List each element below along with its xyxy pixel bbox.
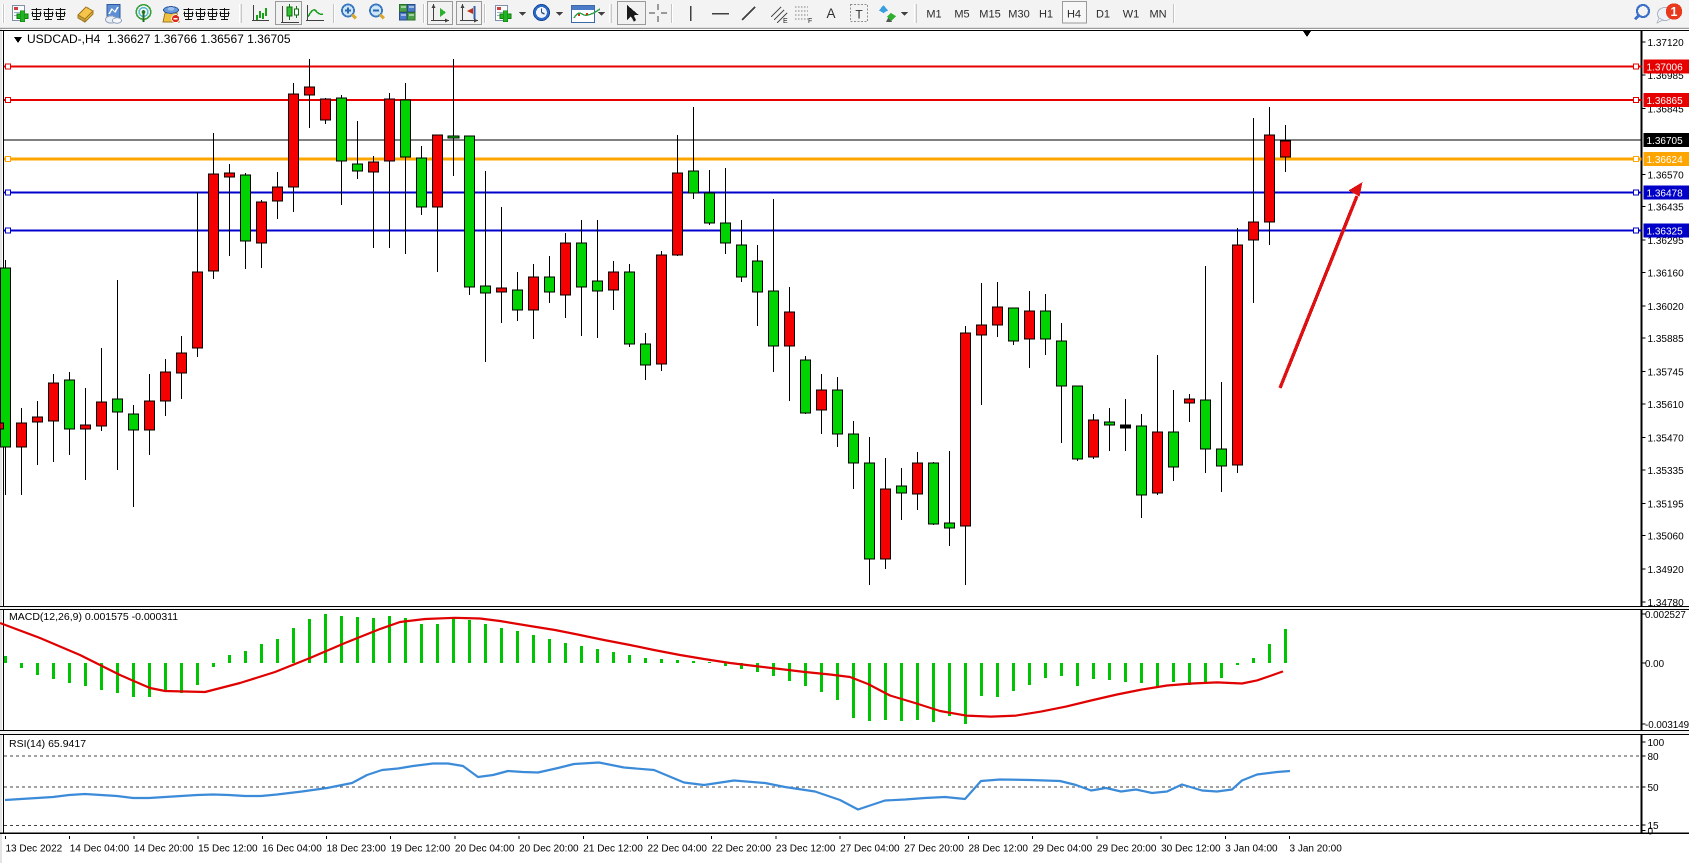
- svg-text:0.002527: 0.002527: [1645, 610, 1686, 621]
- svg-text:3 Jan 04:00: 3 Jan 04:00: [1225, 844, 1278, 855]
- svg-text:M5: M5: [954, 9, 969, 21]
- svg-text:0: 0: [1648, 827, 1654, 838]
- svg-text:A: A: [826, 6, 835, 21]
- svg-text:1.35745: 1.35745: [1648, 368, 1685, 379]
- svg-text:D1: D1: [1096, 9, 1110, 21]
- svg-text:20 Dec 20:00: 20 Dec 20:00: [519, 844, 579, 855]
- svg-text:1.36570: 1.36570: [1648, 170, 1685, 181]
- svg-text:1.35060: 1.35060: [1648, 532, 1685, 543]
- svg-text:F: F: [808, 18, 812, 25]
- svg-text:0.00: 0.00: [1645, 659, 1665, 670]
- svg-text:1.36325: 1.36325: [1647, 227, 1684, 238]
- svg-text:1.35335: 1.35335: [1648, 466, 1685, 477]
- svg-text:1.35195: 1.35195: [1648, 499, 1685, 510]
- svg-text:1.34920: 1.34920: [1648, 565, 1685, 576]
- svg-text:1.36020: 1.36020: [1648, 302, 1685, 313]
- svg-text:1.36985: 1.36985: [1648, 71, 1685, 82]
- svg-text:T: T: [855, 8, 863, 22]
- svg-text:W1: W1: [1123, 9, 1140, 21]
- svg-text:21 Dec 12:00: 21 Dec 12:00: [583, 844, 643, 855]
- svg-text:15 Dec 12:00: 15 Dec 12:00: [198, 844, 258, 855]
- svg-text:MN: MN: [1149, 9, 1166, 21]
- svg-text:1.36295: 1.36295: [1648, 236, 1685, 247]
- svg-text:1.37120: 1.37120: [1648, 38, 1685, 49]
- svg-text:USDCAD-,H4 1.36627 1.36766 1.: USDCAD-,H4 1.36627 1.36766 1.36567 1.367…: [27, 32, 291, 46]
- svg-text:20 Dec 04:00: 20 Dec 04:00: [455, 844, 515, 855]
- svg-text:14 Dec 20:00: 14 Dec 20:00: [134, 844, 194, 855]
- svg-text:1.35610: 1.35610: [1648, 400, 1685, 411]
- svg-text:13 Dec 2022: 13 Dec 2022: [6, 844, 63, 855]
- svg-text:H4: H4: [1067, 9, 1081, 21]
- svg-text:100: 100: [1648, 738, 1665, 749]
- svg-text:14 Dec 04:00: 14 Dec 04:00: [70, 844, 130, 855]
- svg-text:1.36705: 1.36705: [1647, 136, 1684, 147]
- svg-text:15: 15: [1648, 821, 1660, 832]
- svg-text:1.36845: 1.36845: [1648, 104, 1685, 115]
- svg-text:1.36865: 1.36865: [1647, 96, 1684, 107]
- svg-text:1.35470: 1.35470: [1648, 434, 1685, 445]
- svg-text:22 Dec 20:00: 22 Dec 20:00: [712, 844, 772, 855]
- svg-text:30 Dec 12:00: 30 Dec 12:00: [1161, 844, 1221, 855]
- svg-text:27 Dec 04:00: 27 Dec 04:00: [840, 844, 900, 855]
- svg-text:M30: M30: [1008, 9, 1029, 21]
- svg-text:18 Dec 23:00: 18 Dec 23:00: [327, 844, 387, 855]
- svg-text:H1: H1: [1039, 9, 1053, 21]
- svg-text:50: 50: [1648, 783, 1660, 794]
- svg-text:3 Jan 20:00: 3 Jan 20:00: [1290, 844, 1343, 855]
- svg-text:19 Dec 12:00: 19 Dec 12:00: [391, 844, 451, 855]
- svg-text:29 Dec 20:00: 29 Dec 20:00: [1097, 844, 1157, 855]
- svg-text:22 Dec 04:00: 22 Dec 04:00: [648, 844, 708, 855]
- svg-text:1.37006: 1.37006: [1647, 63, 1684, 74]
- svg-text:-0.003149: -0.003149: [1645, 720, 1689, 731]
- svg-text:16 Dec 04:00: 16 Dec 04:00: [262, 844, 322, 855]
- svg-text:27 Dec 20:00: 27 Dec 20:00: [904, 844, 964, 855]
- svg-text:1.36435: 1.36435: [1648, 203, 1685, 214]
- svg-text:M1: M1: [926, 9, 941, 21]
- svg-text:MACD(12,26,9) 0.001575 -0.0003: MACD(12,26,9) 0.001575 -0.000311: [9, 611, 178, 623]
- svg-text:1.35885: 1.35885: [1648, 334, 1685, 345]
- svg-text:1.36624: 1.36624: [1647, 155, 1684, 166]
- svg-text:1.36160: 1.36160: [1648, 268, 1685, 279]
- svg-text:RSI(14) 65.9417: RSI(14) 65.9417: [9, 738, 86, 750]
- svg-text:1.34780: 1.34780: [1648, 598, 1685, 609]
- svg-text:1: 1: [1671, 5, 1678, 19]
- svg-text:23 Dec 12:00: 23 Dec 12:00: [776, 844, 836, 855]
- svg-text:29 Dec 04:00: 29 Dec 04:00: [1033, 844, 1093, 855]
- svg-text:28 Dec 12:00: 28 Dec 12:00: [969, 844, 1029, 855]
- svg-text:E: E: [783, 18, 788, 25]
- svg-text:1.36478: 1.36478: [1647, 189, 1684, 200]
- svg-text:80: 80: [1648, 752, 1660, 763]
- svg-text:M15: M15: [979, 9, 1000, 21]
